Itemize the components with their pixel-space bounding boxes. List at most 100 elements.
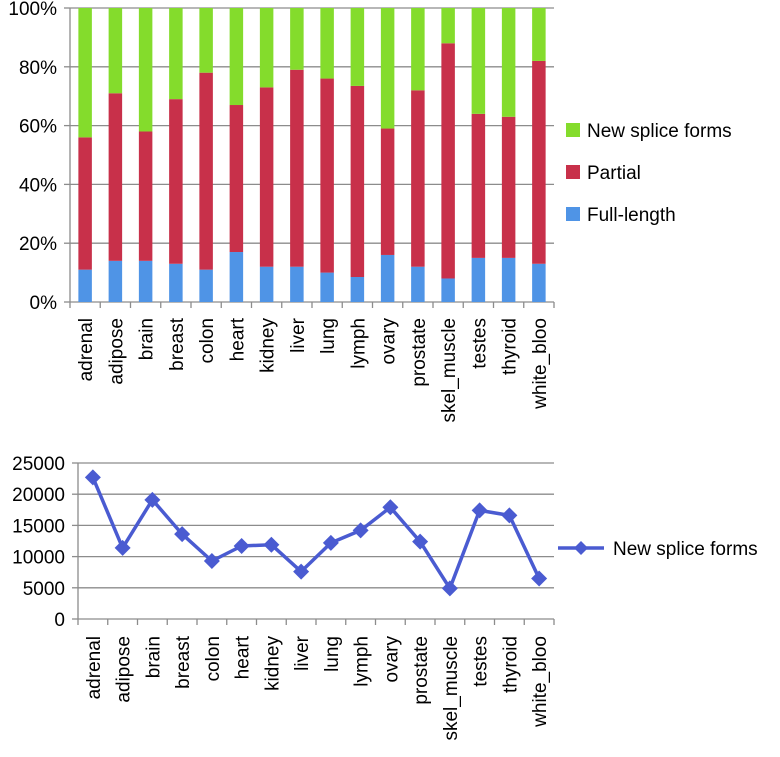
line-x-tick-label: testes [471, 636, 492, 687]
bar-partial-ovary [380, 128, 395, 255]
line-chart-legend: New splice forms [558, 539, 758, 560]
legend-marker-new-splice-forms [574, 541, 588, 555]
bar-partial-heart [229, 105, 244, 253]
line-x-tick-label: white_bloo [530, 636, 551, 728]
bar-partial-adipose [108, 93, 123, 261]
bar-x-tick-label: testes [469, 318, 490, 369]
bar-full-length-white_bloo [532, 263, 546, 302]
bar-partial-lymph [350, 85, 365, 278]
bar-partial-prostate [411, 90, 425, 267]
line-point-thyroid [501, 507, 518, 524]
line-x-tick-label: prostate [411, 636, 432, 705]
bar-y-tick-label: 80% [19, 58, 57, 79]
bar-y-tick-label: 40% [19, 175, 57, 196]
bar-x-tick-label: white_bloo [530, 318, 551, 410]
line-x-tick-label: liver [292, 635, 313, 671]
bar-x-tick-label: prostate [409, 318, 430, 387]
bar-new-splice-forms-heart [229, 8, 244, 106]
bar-x-tick-label: thyroid [500, 318, 521, 375]
line-point-liver [293, 563, 310, 580]
line-point-kidney [263, 536, 280, 553]
line-point-testes [471, 502, 488, 519]
legend-label-new-splice-forms: New splice forms [587, 121, 732, 142]
bar-x-tick-label: lung [318, 318, 339, 354]
bar-full-length-adipose [108, 260, 123, 302]
bar-full-length-prostate [411, 266, 425, 302]
line-point-adrenal [84, 469, 101, 486]
bar-y-tick-label: 60% [19, 117, 57, 138]
line-point-breast [174, 526, 191, 543]
line-point-prostate [412, 533, 429, 550]
bar-full-length-ovary [380, 254, 395, 302]
line-x-tick-label: kidney [262, 636, 283, 691]
bar-partial-thyroid [501, 116, 516, 258]
bar-new-splice-forms-prostate [411, 8, 425, 91]
legend-swatch-full-length [566, 207, 580, 221]
legend-label-partial: Partial [587, 163, 641, 184]
bar-full-length-kidney [259, 266, 274, 302]
bar-full-length-lymph [350, 277, 365, 302]
line-chart: 0 5000 10000 15000 20000 25000 adrenal adipose b… [12, 454, 555, 741]
bar-x-tick-label: adipose [106, 318, 127, 385]
bar-full-length-liver [290, 266, 304, 302]
bar-partial-white_bloo [532, 60, 546, 264]
bar-partial-kidney [259, 87, 274, 267]
bar-full-length-colon [199, 269, 213, 302]
bar-partial-adrenal [78, 137, 92, 270]
stacked-percent-bar-chart: 0% 20% 40% 60% 80% 100% adrenal adipose brain bre… [8, 0, 555, 423]
bar-new-splice-forms-thyroid [501, 8, 516, 117]
legend-swatch-partial [566, 165, 580, 179]
line-y-tick-label: 25000 [12, 454, 65, 475]
line-point-brain [144, 491, 161, 508]
bar-new-splice-forms-lung [320, 8, 334, 79]
bar-y-tick-label: 20% [19, 234, 57, 255]
line-x-tick-label: skel_muscle [441, 636, 462, 741]
bar-full-length-breast [169, 263, 183, 302]
line-y-tick-label: 5000 [23, 579, 65, 600]
line-point-heart [233, 537, 250, 554]
bar-x-tick-label: heart [227, 317, 248, 361]
line-point-skel_muscle [441, 580, 458, 597]
bar-new-splice-forms-lymph [350, 8, 365, 86]
line-y-tick-label: 15000 [12, 516, 65, 537]
line-y-tick-label: 10000 [12, 548, 65, 569]
line-x-tick-label: lung [322, 636, 343, 672]
bar-y-tick-label: 100% [8, 0, 57, 20]
bar-x-tick-label: kidney [258, 318, 279, 373]
bar-x-tick-label: liver [288, 317, 309, 353]
bar-x-tick-label: breast [167, 317, 188, 371]
bar-y-tick-label: 0% [30, 293, 58, 314]
legend-label-line-new-splice-forms: New splice forms [613, 539, 758, 560]
bar-new-splice-forms-adrenal [78, 8, 92, 138]
line-x-tick-label: ovary [381, 636, 402, 683]
line-point-lymph [352, 522, 369, 539]
bar-new-splice-forms-skel_muscle [441, 8, 455, 44]
bar-x-tick-label: colon [197, 318, 218, 363]
line-point-lung [322, 534, 339, 551]
bar-new-splice-forms-liver [290, 8, 304, 70]
line-x-tick-label: adipose [114, 636, 135, 703]
bar-partial-skel_muscle [441, 43, 455, 279]
bar-new-splice-forms-adipose [108, 8, 123, 94]
line-x-tick-label: thyroid [500, 636, 521, 693]
bar-partial-colon [199, 72, 213, 270]
bar-x-tick-label: brain [137, 318, 158, 360]
bar-partial-liver [290, 69, 304, 267]
line-point-ovary [382, 499, 399, 516]
bar-full-length-adrenal [78, 269, 92, 302]
line-y-tick-label: 20000 [12, 485, 65, 506]
bar-new-splice-forms-testes [471, 8, 486, 114]
bar-full-length-heart [229, 252, 244, 302]
bar-new-splice-forms-kidney [259, 8, 274, 88]
bar-new-splice-forms-ovary [380, 8, 395, 129]
line-x-tick-label: lymph [352, 636, 373, 687]
line-y-tick-label: 0 [54, 610, 65, 631]
bar-x-tick-label: adrenal [76, 318, 97, 381]
legend-label-full-length: Full-length [587, 205, 676, 226]
bar-full-length-thyroid [501, 257, 516, 302]
bar-x-tick-label: ovary [379, 318, 400, 365]
bar-partial-testes [471, 113, 486, 258]
bar-full-length-skel_muscle [441, 278, 455, 302]
line-x-tick-label: breast [173, 635, 194, 689]
bar-new-splice-forms-brain [138, 8, 153, 132]
